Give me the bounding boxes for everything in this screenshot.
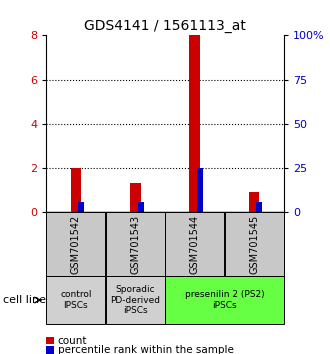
Bar xyxy=(130,183,141,212)
Bar xyxy=(138,202,144,212)
Bar xyxy=(47,276,105,324)
Text: GSM701545: GSM701545 xyxy=(249,215,259,274)
Bar xyxy=(197,168,203,212)
Bar xyxy=(256,202,262,212)
Title: GDS4141 / 1561113_at: GDS4141 / 1561113_at xyxy=(84,19,246,33)
Bar xyxy=(165,212,224,276)
Text: cell line: cell line xyxy=(3,295,46,305)
Bar xyxy=(46,346,54,354)
Bar xyxy=(47,212,105,276)
Bar xyxy=(165,276,283,324)
Text: presenilin 2 (PS2)
iPSCs: presenilin 2 (PS2) iPSCs xyxy=(184,290,264,310)
Bar xyxy=(225,212,283,276)
Text: percentile rank within the sample: percentile rank within the sample xyxy=(58,345,234,354)
Text: count: count xyxy=(58,336,87,346)
Text: GSM701544: GSM701544 xyxy=(190,215,200,274)
Bar xyxy=(71,168,81,212)
Bar xyxy=(106,212,165,276)
Text: GSM701543: GSM701543 xyxy=(130,215,140,274)
Text: Sporadic
PD-derived
iPSCs: Sporadic PD-derived iPSCs xyxy=(110,285,160,315)
Bar xyxy=(189,35,200,212)
Text: control
IPSCs: control IPSCs xyxy=(60,290,92,310)
Bar xyxy=(249,193,259,212)
Bar xyxy=(106,276,165,324)
Bar xyxy=(46,337,54,344)
Bar xyxy=(78,202,84,212)
Text: GSM701542: GSM701542 xyxy=(71,215,81,274)
